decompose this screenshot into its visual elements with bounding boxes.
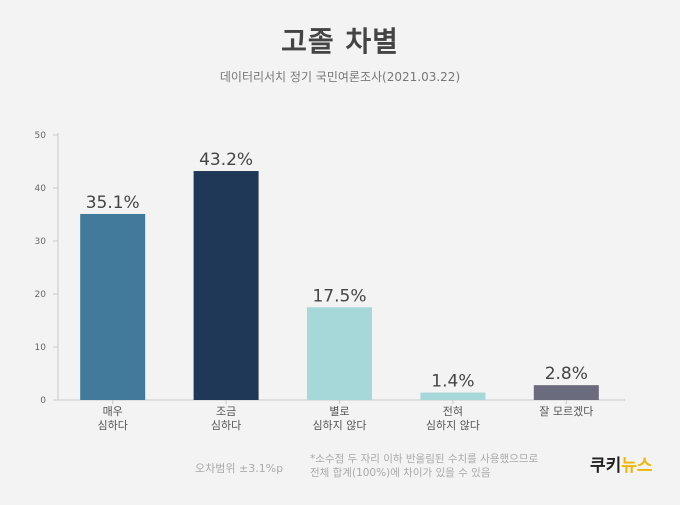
x-tick-label: 별로 — [329, 405, 349, 418]
x-tick-label: 잘 모르겠다 — [539, 405, 593, 418]
x-tick-label: 심하지 않다 — [312, 418, 366, 432]
brand-part-2: 뉴스 — [621, 456, 653, 476]
y-tick-label: 30 — [35, 237, 47, 247]
chart-title: 고졸 차별 — [281, 25, 399, 58]
y-tick-label: 10 — [35, 343, 47, 353]
bar — [420, 392, 486, 400]
x-tick-label: 심하지 않다 — [426, 418, 480, 432]
chart-subtitle: 데이터리서치 정기 국민여론조사(2021.03.22) — [219, 70, 461, 84]
margin-of-error: 오차범위 ±3.1%p — [195, 462, 284, 475]
x-tick-label: 심하다 — [211, 418, 241, 432]
brand-part-1: 쿠키 — [590, 456, 622, 476]
footnote-line-1: *소수점 두 자리 이하 반올림된 수치를 사용했으므로 — [310, 453, 539, 465]
x-tick-label: 전혀 — [443, 405, 463, 418]
data-label: 2.8% — [545, 364, 588, 384]
data-label: 43.2% — [199, 150, 253, 170]
x-tick-label: 심하다 — [98, 418, 128, 432]
x-tick-label: 매우 — [103, 405, 123, 418]
x-tick-label: 조금 — [216, 405, 236, 418]
bar — [80, 213, 146, 400]
footnote-line-2: 전체 합계(100%)에 차이가 있을 수 있음 — [310, 467, 491, 479]
brand-logo: 쿠키뉴스 — [590, 451, 653, 476]
footnote: *소수점 두 자리 이하 반올림된 수치를 사용했으므로 전체 합계(100%)… — [310, 452, 538, 480]
y-tick-label: 20 — [35, 290, 47, 300]
bar — [193, 171, 259, 400]
bar — [533, 385, 599, 400]
bar — [307, 307, 372, 400]
y-tick-label: 40 — [35, 184, 47, 194]
y-tick-label: 0 — [40, 396, 46, 406]
y-tick-label: 50 — [35, 131, 47, 141]
data-label: 1.4% — [431, 372, 474, 392]
data-label: 35.1% — [86, 193, 140, 213]
data-label: 17.5% — [312, 286, 366, 306]
